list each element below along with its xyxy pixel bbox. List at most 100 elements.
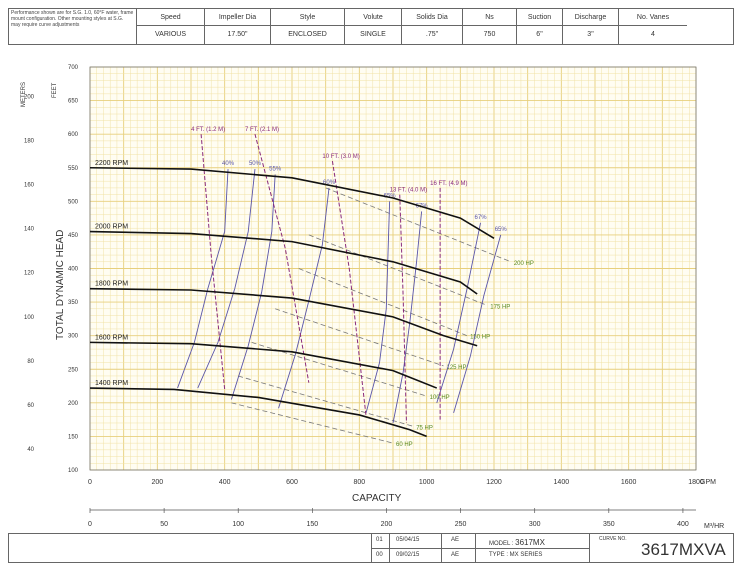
y-tick-label: 700 [68, 65, 79, 71]
y-unit-feet: FEET [52, 82, 58, 98]
header-note: Performance shown are for S.G. 1.0, 60°F… [9, 9, 137, 44]
npsh-label: 13 FT. (4.0 M) [390, 188, 427, 194]
meter-tick-label: 140 [24, 227, 35, 233]
x-axis-title: CAPACITY [352, 493, 402, 504]
x-unit-label: GPM [700, 479, 716, 486]
hp-label: 150 HP [470, 335, 490, 341]
rev1-date: 05/04/15 [396, 537, 420, 543]
header-col-value: 6" [536, 31, 543, 38]
y-tick-label: 450 [68, 233, 79, 239]
header-col-value: 4 [651, 31, 655, 38]
header-col-label: Discharge [563, 11, 618, 26]
meter-tick-label: 160 [24, 183, 35, 189]
efficiency-label: 40% [222, 161, 235, 167]
x2-tick-label: 0 [88, 521, 92, 528]
header-col-value: SINGLE [360, 31, 386, 38]
efficiency-label: 67% [475, 215, 488, 221]
efficiency-curve [230, 174, 276, 400]
y-tick-label: 200 [68, 401, 79, 407]
speed-label: 1400 RPM [95, 380, 128, 387]
x-tick-label: 600 [286, 479, 298, 486]
efficiency-curve [365, 201, 391, 414]
title-block: 01 05/04/15 AE 00 09/02/15 AE MODEL : 36… [8, 533, 734, 563]
rev1-by: AE [451, 537, 460, 543]
header-col-label: Solids Dia [402, 11, 462, 26]
npsh-label: 10 FT. (3.0 M) [322, 154, 359, 160]
x-tick-label: 1600 [621, 479, 637, 486]
speed-label: 1600 RPM [95, 334, 128, 341]
rev2-date: 09/02/15 [396, 552, 420, 558]
npsh-label: 7 FT. (2.1 M) [245, 127, 279, 133]
hp-line [238, 375, 414, 427]
curve-no-label: CURVE NO. [599, 536, 627, 542]
speed-curve [89, 230, 478, 295]
x-tick-label: 400 [219, 479, 231, 486]
header-col-1: Impeller Dia 17.50" [205, 9, 271, 44]
header-col-value: .75" [425, 31, 439, 38]
model-value: 3617MX [515, 538, 545, 547]
hp-line [275, 308, 444, 367]
efficiency-curve [436, 222, 481, 403]
header-col-8: No. Vanes 4 [619, 9, 687, 44]
model-info: MODEL : 3617MX [489, 538, 545, 547]
header-col-2: Style ENCLOSED [271, 9, 345, 44]
x2-tick-label: 100 [232, 521, 244, 528]
hp-label: 60 HP [396, 442, 413, 448]
curve-no-value: 3617MXVA [641, 540, 726, 559]
x-tick-label: 1800 [688, 479, 704, 486]
meter-tick-label: 80 [27, 359, 34, 365]
meter-tick-label: 180 [24, 139, 35, 145]
header-col-3: Volute SINGLE [345, 9, 402, 44]
npsh-label: 16 FT. (4.9 M) [430, 181, 467, 187]
hp-label: 175 HP [490, 304, 510, 310]
y-tick-label: 250 [68, 367, 79, 373]
header-col-value: 3" [587, 31, 594, 38]
efficiency-curve [197, 169, 256, 389]
y-tick-label: 650 [68, 99, 79, 105]
speed-curve [89, 166, 495, 239]
type-label: TYPE : MX SERIES [489, 552, 543, 558]
header-col-label: Speed [137, 11, 204, 26]
efficiency-label: 55% [269, 166, 282, 172]
speed-curve [89, 341, 438, 389]
x2-tick-label: 200 [381, 521, 393, 528]
header-col-label: Style [271, 11, 344, 26]
header-col-6: Suction 6" [517, 9, 563, 44]
npsh-label: 4 FT. (1.2 M) [191, 127, 225, 133]
y-tick-label: 150 [68, 434, 79, 440]
meter-tick-label: 60 [27, 403, 34, 409]
x2-unit-label: M³/HR [704, 523, 724, 530]
y-unit-meters: METERS [21, 82, 27, 107]
x2-tick-label: 350 [603, 521, 615, 528]
y-tick-label: 550 [68, 166, 79, 172]
header-col-value: 17.50" [227, 31, 248, 38]
hp-line [251, 342, 427, 397]
efficiency-curve [177, 169, 229, 389]
x-tick-label: 1200 [486, 479, 502, 486]
hp-label: 125 HP [447, 365, 467, 371]
y-tick-label: 100 [68, 468, 79, 474]
speed-label: 2000 RPM [95, 224, 128, 231]
efficiency-label: 60% [323, 180, 336, 186]
efficiency-label: 65% [384, 193, 397, 199]
x-tick-label: 0 [88, 479, 92, 486]
efficiency-label: 50% [249, 161, 262, 167]
header-col-label: Impeller Dia [205, 11, 270, 26]
efficiency-curve [392, 211, 423, 424]
plot-border [89, 66, 697, 471]
speed-curve [89, 287, 478, 347]
meter-tick-label: 100 [24, 315, 35, 321]
x-tick-label: 1400 [554, 479, 570, 486]
x-tick-label: 200 [151, 479, 163, 486]
hp-line [325, 187, 511, 263]
meter-tick-label: 40 [27, 447, 34, 453]
header-col-5: Ns 750 [463, 9, 517, 44]
hp-label: 200 HP [514, 261, 534, 267]
y-tick-label: 400 [68, 267, 79, 273]
speed-label: 2200 RPM [95, 160, 128, 167]
header-col-value: ENCLOSED [288, 31, 327, 38]
speed-label: 1800 RPM [95, 281, 128, 288]
efficiency-label: 65% [495, 227, 508, 233]
model-label: MODEL : [489, 541, 514, 547]
